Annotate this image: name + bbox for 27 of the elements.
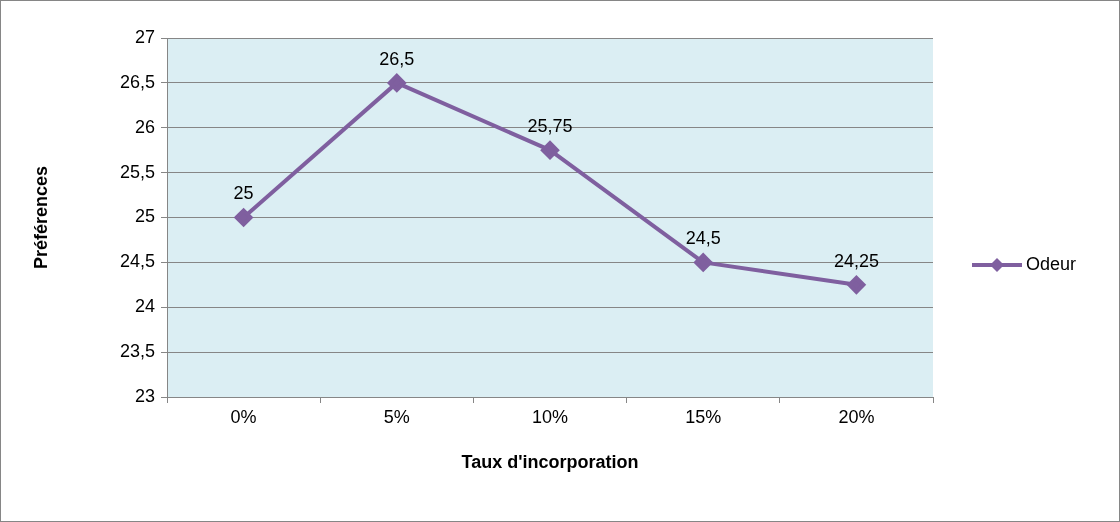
y-tick-label: 25,5 [119,161,155,182]
y-tick-label: 25 [134,206,155,227]
x-tick-label: 10% [531,406,569,427]
data-label: 24,5 [685,228,721,249]
point [694,253,713,272]
point [234,208,253,227]
y-tick-label: 23,5 [119,341,155,362]
y-tick-label: 23 [134,385,155,406]
legend-label: Odeur [1026,253,1077,274]
y-tick-label: 26 [134,116,155,137]
x-tick-label: 15% [685,406,722,427]
y-tick-label: 26,5 [119,71,155,92]
y-tick-label: 24,5 [119,251,155,272]
y-tick-label: 27 [134,26,155,47]
data-label: 25 [233,183,254,204]
point [387,73,406,92]
data-label: 26,5 [379,48,415,69]
y-tick-label: 24 [134,296,155,317]
data-label: 24,25 [833,250,879,271]
x-tick-label: 5% [383,406,410,427]
point [541,141,559,160]
data-label: 25,75 [527,116,573,137]
x-tick-label: 20% [838,406,875,427]
point [847,275,866,294]
y-axis-title: Préférences [30,165,51,270]
x-tick-label: 0% [230,406,257,427]
x-axis-title: Taux d'incorporation [461,451,639,472]
